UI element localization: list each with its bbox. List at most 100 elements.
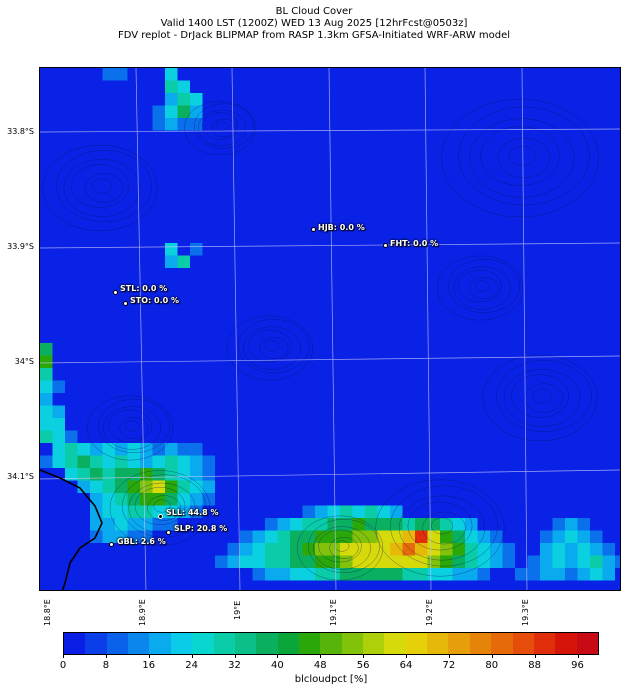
cloud-cell — [177, 118, 190, 131]
contour-line — [248, 329, 292, 363]
map-title-block: BL Cloud Cover Valid 1400 LST (1200Z) WE… — [0, 6, 628, 42]
cloud-cell — [477, 568, 490, 581]
cloud-cell — [102, 505, 115, 518]
contour-line — [497, 138, 551, 178]
cloud-cell — [490, 543, 503, 556]
colorbar-swatch — [106, 633, 129, 654]
cloud-cell — [52, 443, 65, 456]
cloud-cell — [427, 518, 440, 531]
cloud-cell — [290, 555, 303, 568]
cloud-cell — [602, 543, 615, 556]
cloud-cell — [65, 455, 78, 468]
colorbar-tickmark — [191, 655, 193, 658]
cloud-cell — [40, 368, 53, 381]
contour-line — [226, 315, 314, 381]
cloud-cell — [502, 555, 515, 568]
cloud-cell — [40, 343, 53, 356]
terrain-contours — [42, 98, 599, 581]
cloud-cell — [502, 543, 515, 556]
contour-line — [422, 511, 466, 545]
station-marker-sto[interactable] — [123, 301, 128, 306]
cloud-cell — [452, 555, 465, 568]
cloud-cell — [390, 543, 403, 556]
station-marker-sll[interactable] — [158, 514, 163, 519]
cloud-cell — [440, 555, 453, 568]
station-label-sto: STO: 0.0 % — [130, 296, 179, 305]
cloud-cell — [327, 505, 340, 518]
cloud-cell — [415, 555, 428, 568]
cloud-cell — [177, 443, 190, 456]
contour-line — [63, 159, 141, 217]
cloud-cell — [65, 468, 78, 481]
cloud-cell — [327, 543, 340, 556]
cloud-cell — [415, 530, 428, 543]
cloud-cell — [40, 430, 53, 443]
cloud-cell — [365, 530, 378, 543]
cloud-cell — [590, 530, 603, 543]
colorbar-swatch — [555, 633, 577, 654]
cloud-cell — [277, 530, 290, 543]
cloud-cell — [427, 530, 440, 543]
cloud-cell — [590, 568, 603, 581]
cloud-cell — [615, 555, 620, 568]
colorbar-tickmark — [448, 655, 450, 658]
contour-line — [42, 144, 158, 232]
cloud-cell — [277, 518, 290, 531]
cloud-cell — [252, 555, 265, 568]
contour-line — [103, 406, 161, 450]
cloud-cell — [77, 455, 90, 468]
cloud-cell — [390, 568, 403, 581]
valid-time-line: Valid 1400 LST (1200Z) WED 13 Aug 2025 [… — [160, 18, 468, 29]
cloud-cell — [552, 530, 565, 543]
cloud-cell — [265, 518, 278, 531]
lat-tick-33-9: 33.9°S — [7, 242, 34, 251]
cloud-cell — [265, 543, 278, 556]
colorbar-tick-label: 40 — [271, 660, 284, 671]
station-marker-slp[interactable] — [166, 530, 171, 535]
contour-line — [215, 121, 229, 131]
contour-line — [243, 326, 301, 370]
station-marker-gbl[interactable] — [109, 542, 114, 547]
cloud-cell — [315, 530, 328, 543]
cloud-cell — [165, 505, 178, 518]
colorbar-tick-label: 56 — [356, 660, 370, 671]
cloud-cell — [290, 518, 303, 531]
cloud-cell — [440, 518, 453, 531]
station-marker-hjb[interactable] — [311, 227, 316, 232]
cloud-cell — [315, 568, 328, 581]
cloud-cell — [402, 518, 415, 531]
cloud-cell — [352, 543, 365, 556]
graticule-lon-19-2 — [424, 68, 432, 590]
cloud-cell — [377, 555, 390, 568]
contour-line — [458, 106, 590, 206]
cloud-cell — [90, 455, 103, 468]
contour-line — [448, 258, 520, 314]
contour-line — [197, 109, 247, 147]
map-plot-area[interactable] — [39, 67, 621, 591]
cloud-cell — [102, 468, 115, 481]
graticule-lon-19 — [231, 68, 241, 590]
contour-line — [496, 360, 592, 432]
cloud-cell — [102, 68, 115, 81]
colorbar-swatch — [427, 633, 449, 654]
cloud-cell — [177, 455, 190, 468]
cloud-cell — [402, 530, 415, 543]
station-marker-fht[interactable] — [383, 243, 388, 248]
station-label-gbl: GBL: 2.6 % — [117, 537, 166, 546]
cloud-cell — [177, 480, 190, 493]
cloud-cell — [190, 505, 203, 518]
colorbar-tick-label: 88 — [528, 660, 542, 671]
contour-line — [375, 479, 505, 577]
cloud-grid-cells — [40, 68, 620, 590]
cloud-cell — [190, 243, 203, 256]
cloud-cell — [365, 568, 378, 581]
station-marker-stl[interactable] — [113, 290, 118, 295]
cloud-cell — [302, 518, 315, 531]
cloud-cell — [115, 468, 128, 481]
cloud-cell — [140, 443, 153, 456]
cloud-cell — [127, 530, 140, 543]
colorbar-swatch — [576, 633, 598, 654]
cloud-cell — [302, 530, 315, 543]
colorbar-swatch — [234, 633, 257, 654]
colorbar-tickmark — [577, 655, 579, 658]
